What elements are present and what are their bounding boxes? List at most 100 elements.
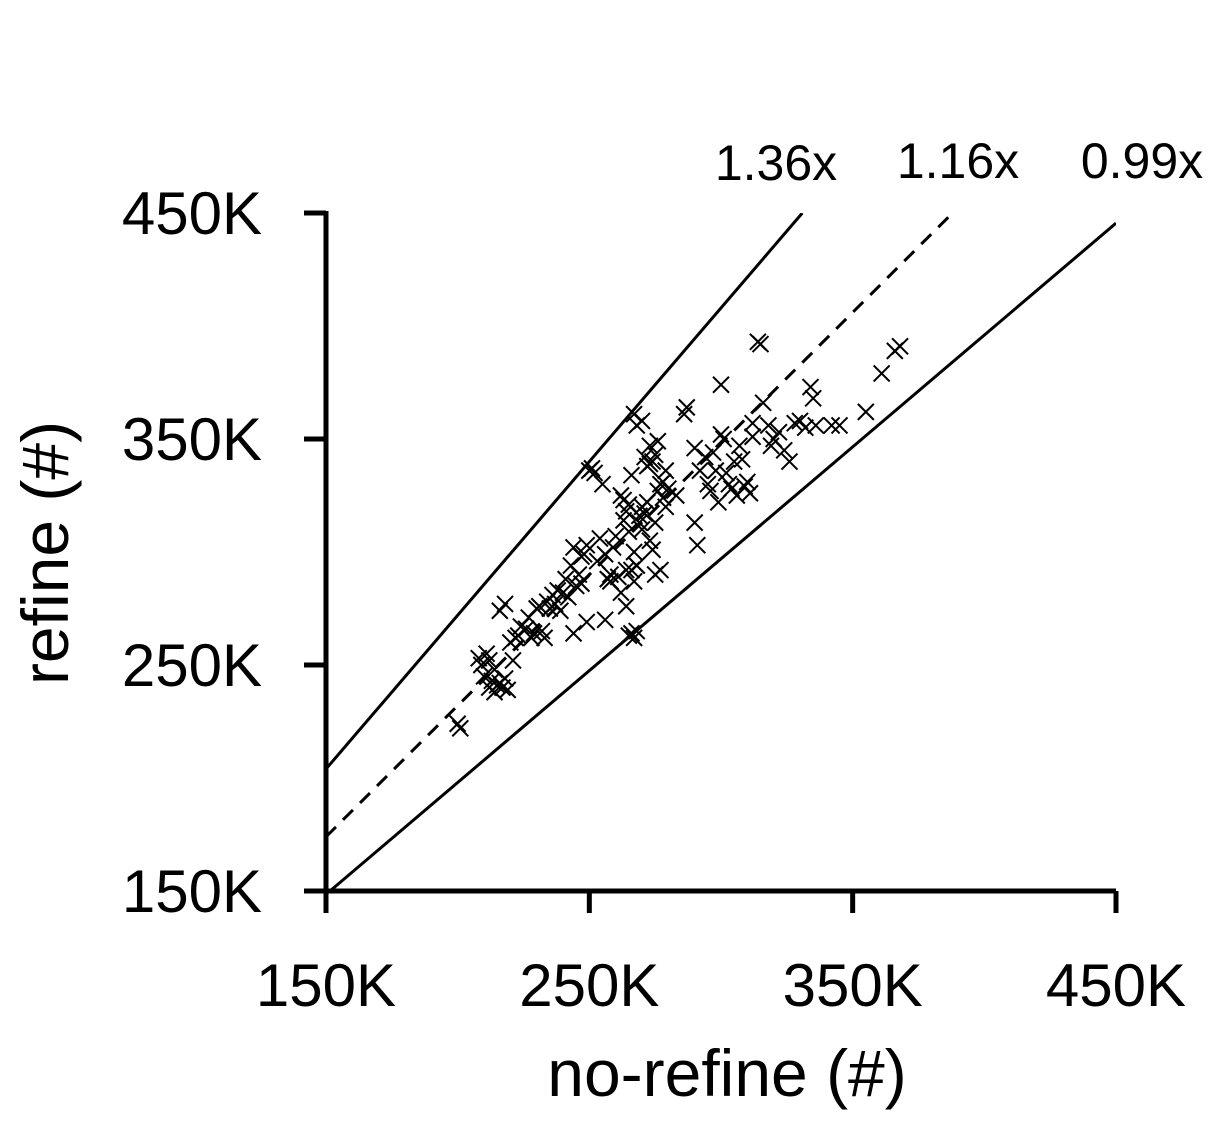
data-point <box>872 364 891 383</box>
data-point <box>649 432 667 450</box>
data-point <box>704 443 722 462</box>
data-point <box>485 660 504 679</box>
data-point <box>786 414 804 432</box>
data-point <box>633 498 651 516</box>
x-axis-title: no-refine (#) <box>547 1036 907 1110</box>
data-point <box>667 486 685 505</box>
y-tick-label: 150K <box>122 858 262 925</box>
data-point <box>717 464 735 482</box>
reference-lines <box>326 213 1116 891</box>
data-point <box>535 629 554 647</box>
data-point <box>625 543 643 561</box>
x-tick-label: 450K <box>1046 952 1186 1019</box>
data-points <box>448 333 909 737</box>
data-point <box>606 527 625 545</box>
data-point <box>480 651 498 670</box>
data-point <box>567 577 585 595</box>
data-point <box>780 452 799 471</box>
data-point <box>738 473 757 491</box>
data-point <box>733 450 751 469</box>
data-point <box>451 719 470 737</box>
data-point <box>759 416 778 435</box>
data-point <box>651 475 670 493</box>
data-point <box>622 624 641 643</box>
data-point <box>701 482 720 500</box>
data-point <box>472 656 491 674</box>
data-point <box>617 597 635 615</box>
data-point <box>593 475 612 493</box>
data-point <box>751 335 770 353</box>
data-point <box>556 570 575 588</box>
data-point <box>807 416 825 435</box>
data-point <box>522 629 541 647</box>
data-point <box>504 651 522 670</box>
data-point <box>712 376 730 394</box>
axes <box>323 211 1116 894</box>
data-point <box>688 536 707 554</box>
reference-line-2 <box>326 213 954 838</box>
data-point <box>712 425 730 444</box>
x-tick-label: 150K <box>256 952 396 1019</box>
data-point <box>551 602 570 620</box>
data-point <box>628 556 646 575</box>
data-point <box>564 624 583 643</box>
data-point <box>622 466 641 484</box>
data-point <box>804 389 822 408</box>
data-point <box>496 669 514 688</box>
data-point <box>741 484 759 502</box>
data-point <box>625 572 643 591</box>
data-point <box>530 597 549 615</box>
data-point <box>685 439 704 457</box>
data-point <box>604 538 622 557</box>
data-point <box>646 565 664 584</box>
data-point <box>596 611 614 629</box>
data-point <box>585 464 604 482</box>
data-point <box>641 437 659 455</box>
data-point <box>691 461 709 480</box>
y-axis-title: refine (#) <box>8 421 82 685</box>
data-point <box>496 595 514 613</box>
data-point <box>559 588 577 606</box>
data-point <box>857 403 875 421</box>
data-point <box>646 513 664 532</box>
data-point <box>730 437 749 455</box>
data-point <box>709 493 728 511</box>
data-point <box>720 475 738 493</box>
reference-line-3 <box>327 222 1116 891</box>
y-tick-label: 350K <box>122 406 262 473</box>
y-tick-label: 450K <box>122 180 262 247</box>
reference-line-1 <box>326 213 804 770</box>
ref-label-1: 1.36x <box>715 135 837 191</box>
data-point <box>762 437 780 455</box>
data-point <box>678 398 696 417</box>
data-point <box>577 536 596 554</box>
data-point <box>448 715 467 733</box>
x-tick-label: 350K <box>783 952 923 1019</box>
data-point <box>633 412 651 430</box>
data-point <box>643 541 662 559</box>
data-point <box>656 461 675 480</box>
data-point <box>822 416 841 435</box>
data-point <box>696 448 714 466</box>
x-tick-label: 250K <box>519 952 659 1019</box>
data-point <box>517 620 535 638</box>
data-point <box>743 414 762 432</box>
ref-label-3: 0.99x <box>1081 133 1203 189</box>
data-point <box>498 681 517 699</box>
data-point <box>601 572 620 591</box>
data-point <box>572 547 591 566</box>
y-tick-label: 250K <box>122 632 262 699</box>
data-point <box>617 561 635 579</box>
data-point <box>549 581 567 600</box>
data-point <box>628 622 646 640</box>
data-point <box>801 378 820 396</box>
reference-line-labels: 1.36x 1.16x 0.99x <box>715 133 1203 191</box>
data-point <box>583 459 601 478</box>
data-point <box>707 461 725 480</box>
data-point <box>675 405 693 423</box>
data-point <box>685 513 704 532</box>
data-point <box>754 394 772 412</box>
data-point <box>775 441 793 460</box>
data-point <box>630 513 649 532</box>
